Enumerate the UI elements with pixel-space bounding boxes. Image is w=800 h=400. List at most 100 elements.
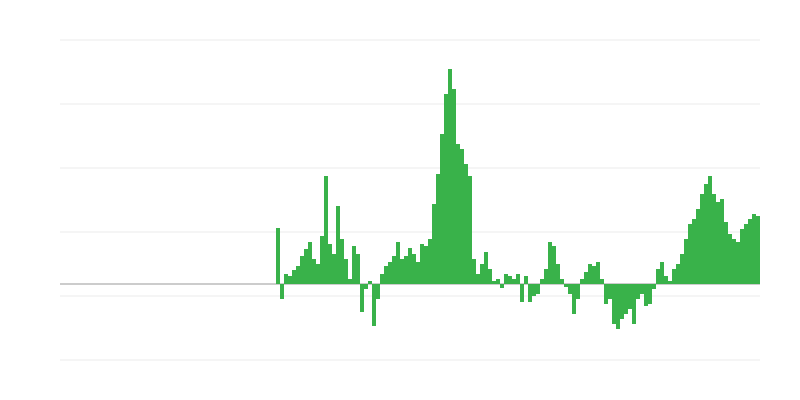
bar <box>524 276 528 284</box>
bar <box>716 202 720 284</box>
bar <box>732 239 736 284</box>
bar <box>476 274 480 284</box>
bar <box>612 284 616 324</box>
bar <box>608 284 612 299</box>
bar <box>660 262 664 284</box>
bar <box>704 184 708 284</box>
bar <box>568 284 572 294</box>
bar <box>460 149 464 284</box>
bar <box>672 269 676 284</box>
bar <box>396 242 400 284</box>
bar <box>600 279 604 284</box>
bar <box>740 229 744 284</box>
bar <box>332 254 336 284</box>
bar <box>504 274 508 284</box>
bar <box>584 272 588 284</box>
bar <box>484 252 488 284</box>
bar <box>344 259 348 284</box>
bar <box>440 134 444 284</box>
bar <box>536 284 540 294</box>
bar <box>432 204 436 284</box>
bar <box>624 284 628 314</box>
bar <box>696 209 700 284</box>
bar <box>500 284 504 288</box>
bar <box>620 284 624 319</box>
bar <box>576 284 580 299</box>
bar <box>404 256 408 284</box>
bar <box>604 284 608 304</box>
bar <box>480 264 484 284</box>
bar <box>644 284 648 306</box>
bar <box>384 266 388 284</box>
bar <box>564 284 568 287</box>
bar <box>276 228 280 284</box>
bar <box>472 259 476 284</box>
bar <box>368 281 372 284</box>
bar <box>548 242 552 284</box>
bar <box>632 284 636 324</box>
bar <box>680 254 684 284</box>
bar <box>616 284 620 329</box>
bar <box>296 266 300 284</box>
bar <box>588 264 592 284</box>
bar <box>736 242 740 284</box>
bar <box>728 234 732 284</box>
bar <box>656 269 660 284</box>
bar <box>292 270 296 284</box>
bar <box>280 284 284 299</box>
bar <box>288 276 292 284</box>
bar <box>340 239 344 284</box>
bar <box>560 279 564 284</box>
bar <box>324 176 328 284</box>
bar <box>708 176 712 284</box>
bar <box>492 281 496 284</box>
bar <box>664 276 668 284</box>
bar <box>540 279 544 284</box>
bar <box>336 206 340 284</box>
bar <box>328 244 332 284</box>
bar <box>424 246 428 284</box>
bar <box>688 224 692 284</box>
bar <box>508 276 512 284</box>
bar <box>388 262 392 284</box>
bar <box>356 254 360 284</box>
bar <box>352 246 356 284</box>
bar <box>592 266 596 284</box>
bar <box>516 274 520 284</box>
bar <box>436 174 440 284</box>
bar <box>640 284 644 294</box>
bar <box>648 284 652 304</box>
bar <box>756 216 760 284</box>
bar <box>320 236 324 284</box>
bar <box>636 284 640 299</box>
bar <box>652 284 656 289</box>
bar <box>532 284 536 296</box>
bar <box>468 176 472 284</box>
bar <box>544 269 548 284</box>
bar <box>744 224 748 284</box>
bar <box>316 264 320 284</box>
bar <box>684 239 688 284</box>
bar <box>408 248 412 284</box>
bar <box>312 259 316 284</box>
bar <box>572 284 576 314</box>
bar <box>464 164 468 284</box>
bar <box>748 219 752 284</box>
bar <box>676 264 680 284</box>
bar <box>300 256 304 284</box>
bar <box>580 279 584 284</box>
bar <box>364 284 368 289</box>
bar <box>304 249 308 284</box>
bar <box>348 279 352 284</box>
bar <box>308 242 312 284</box>
bar <box>448 69 452 284</box>
bar <box>668 281 672 284</box>
bar <box>392 256 396 284</box>
bar <box>380 274 384 284</box>
bar <box>420 244 424 284</box>
bar <box>552 246 556 284</box>
bar <box>556 264 560 284</box>
bar <box>752 214 756 284</box>
bar <box>724 222 728 284</box>
